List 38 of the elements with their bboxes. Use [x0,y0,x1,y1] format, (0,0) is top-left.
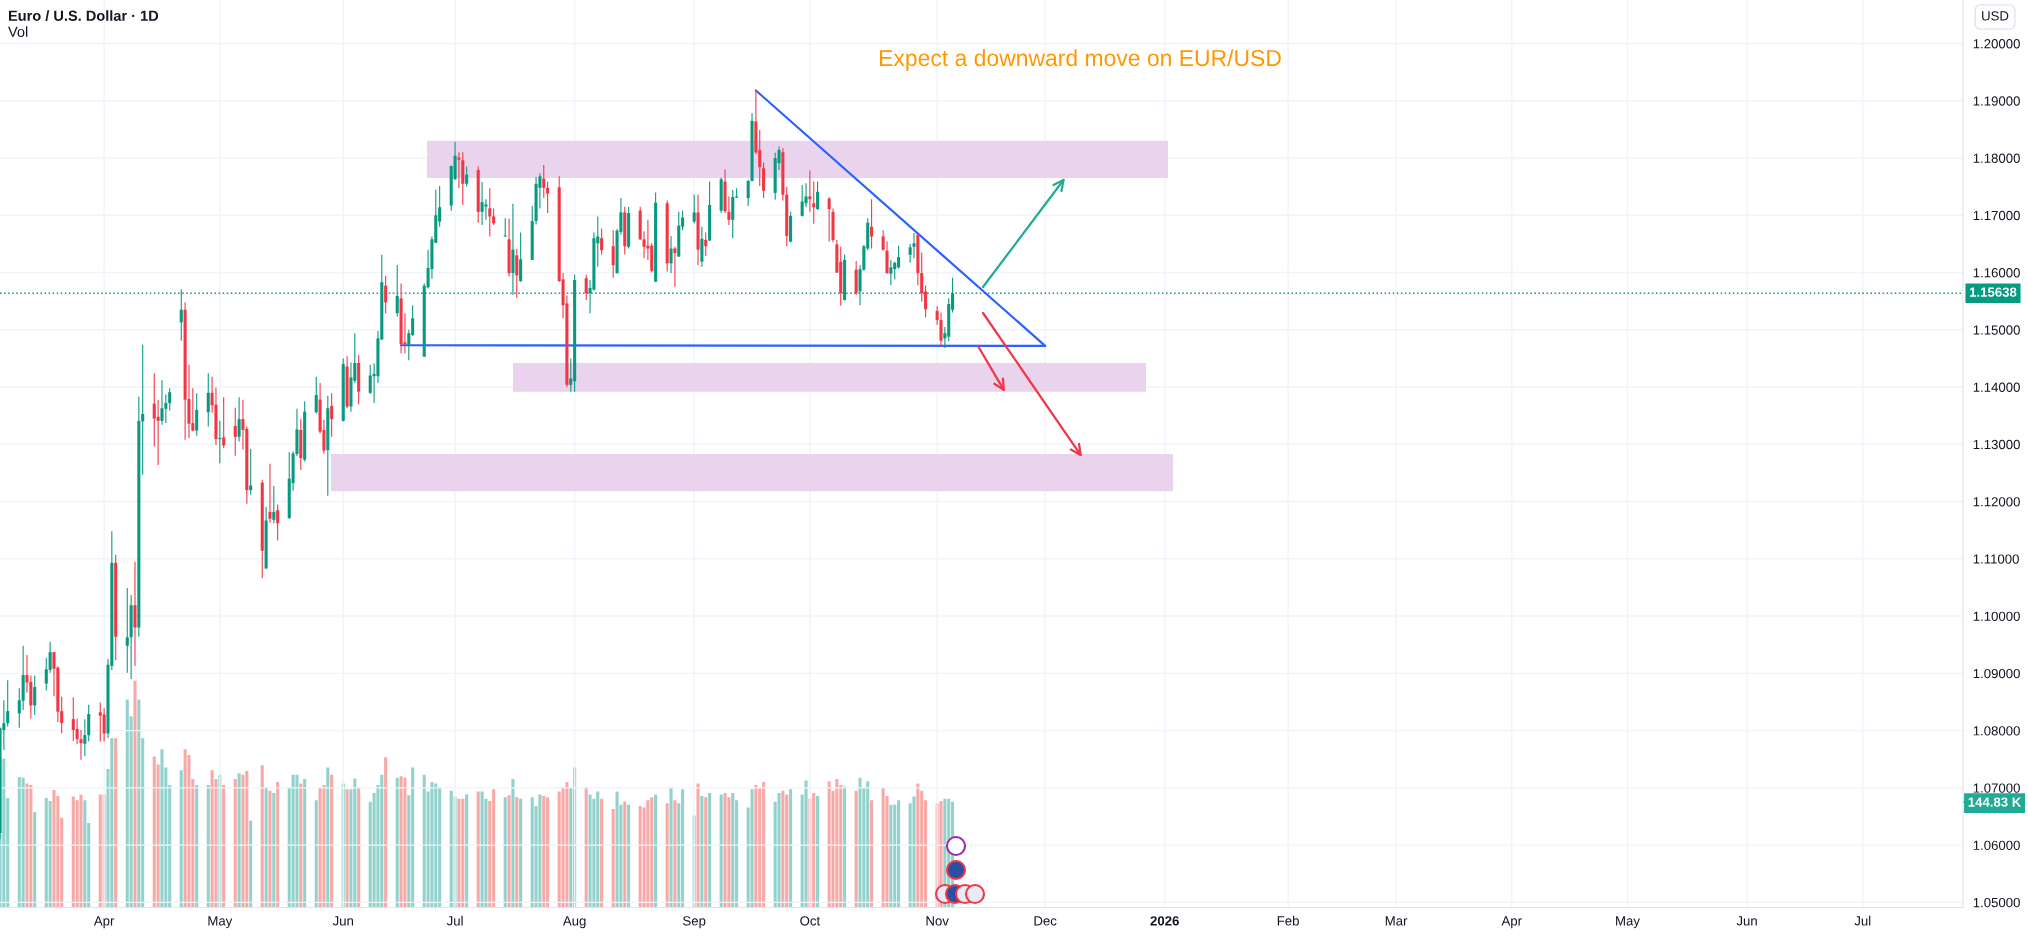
y-tick-label: 1.07000 [1973,783,2020,793]
x-tick-label: Apr [1501,916,1522,929]
x-tick-label: Feb [1277,915,1299,926]
x-tick-label: Apr [93,916,115,929]
y-tick-label: 1.12000 [1973,497,2020,507]
y-tick-label: 1.14000 [1973,382,2020,392]
ref-line-label: 1.15638 [1969,287,2017,297]
y2-tick-label: 144.83 K [1968,797,2022,807]
y2-axis-title: Vol [8,26,28,37]
text: Euro / U.S. Dollar · 1D [8,10,159,22]
x-tick-label: Sep [683,916,706,929]
x-tick-label: Jun [1736,916,1757,926]
y-tick-label: 1.16000 [1973,268,2020,278]
x-tick-label: Jul [446,915,463,926]
y-axis-title: USD [1982,11,2009,21]
y-tick-label: 1.09000 [1973,668,2020,679]
x-tick-label: Aug [562,916,586,929]
x-tick-label: Mar [1385,916,1408,926]
x-tick-label: Jul [1854,915,1871,926]
x-tick-label: Oct [800,916,821,926]
x-tick-label: 2026 [1150,916,1179,926]
y-tick-label: 1.11000 [1973,554,2019,564]
annotation: Expect a downward move on EUR/USD [880,49,1281,71]
y-tick-label: 1.20000 [1973,39,2020,49]
x-tick-label: May [208,916,233,929]
y-tick-label: 1.18000 [1973,153,2020,163]
x-tick-label: Nov [926,916,949,926]
x-tick-label: Dec [1034,916,1057,926]
y-tick-label: 1.13000 [1973,439,2020,450]
x-tick-label: May [1616,916,1640,929]
y-tick-label: 1.15000 [1973,325,2020,335]
y-tick-label: 1.10000 [1973,611,2020,621]
y-tick-label: 1.05000 [1973,897,2020,908]
y-tick-label: 1.06000 [1973,840,2020,850]
y-tick-label: 1.08000 [1973,726,2020,736]
y-tick-label: 1.17000 [1973,210,2020,221]
y-tick-label: 1.19000 [1973,96,2020,106]
x-tick-label: Jun [332,916,354,926]
